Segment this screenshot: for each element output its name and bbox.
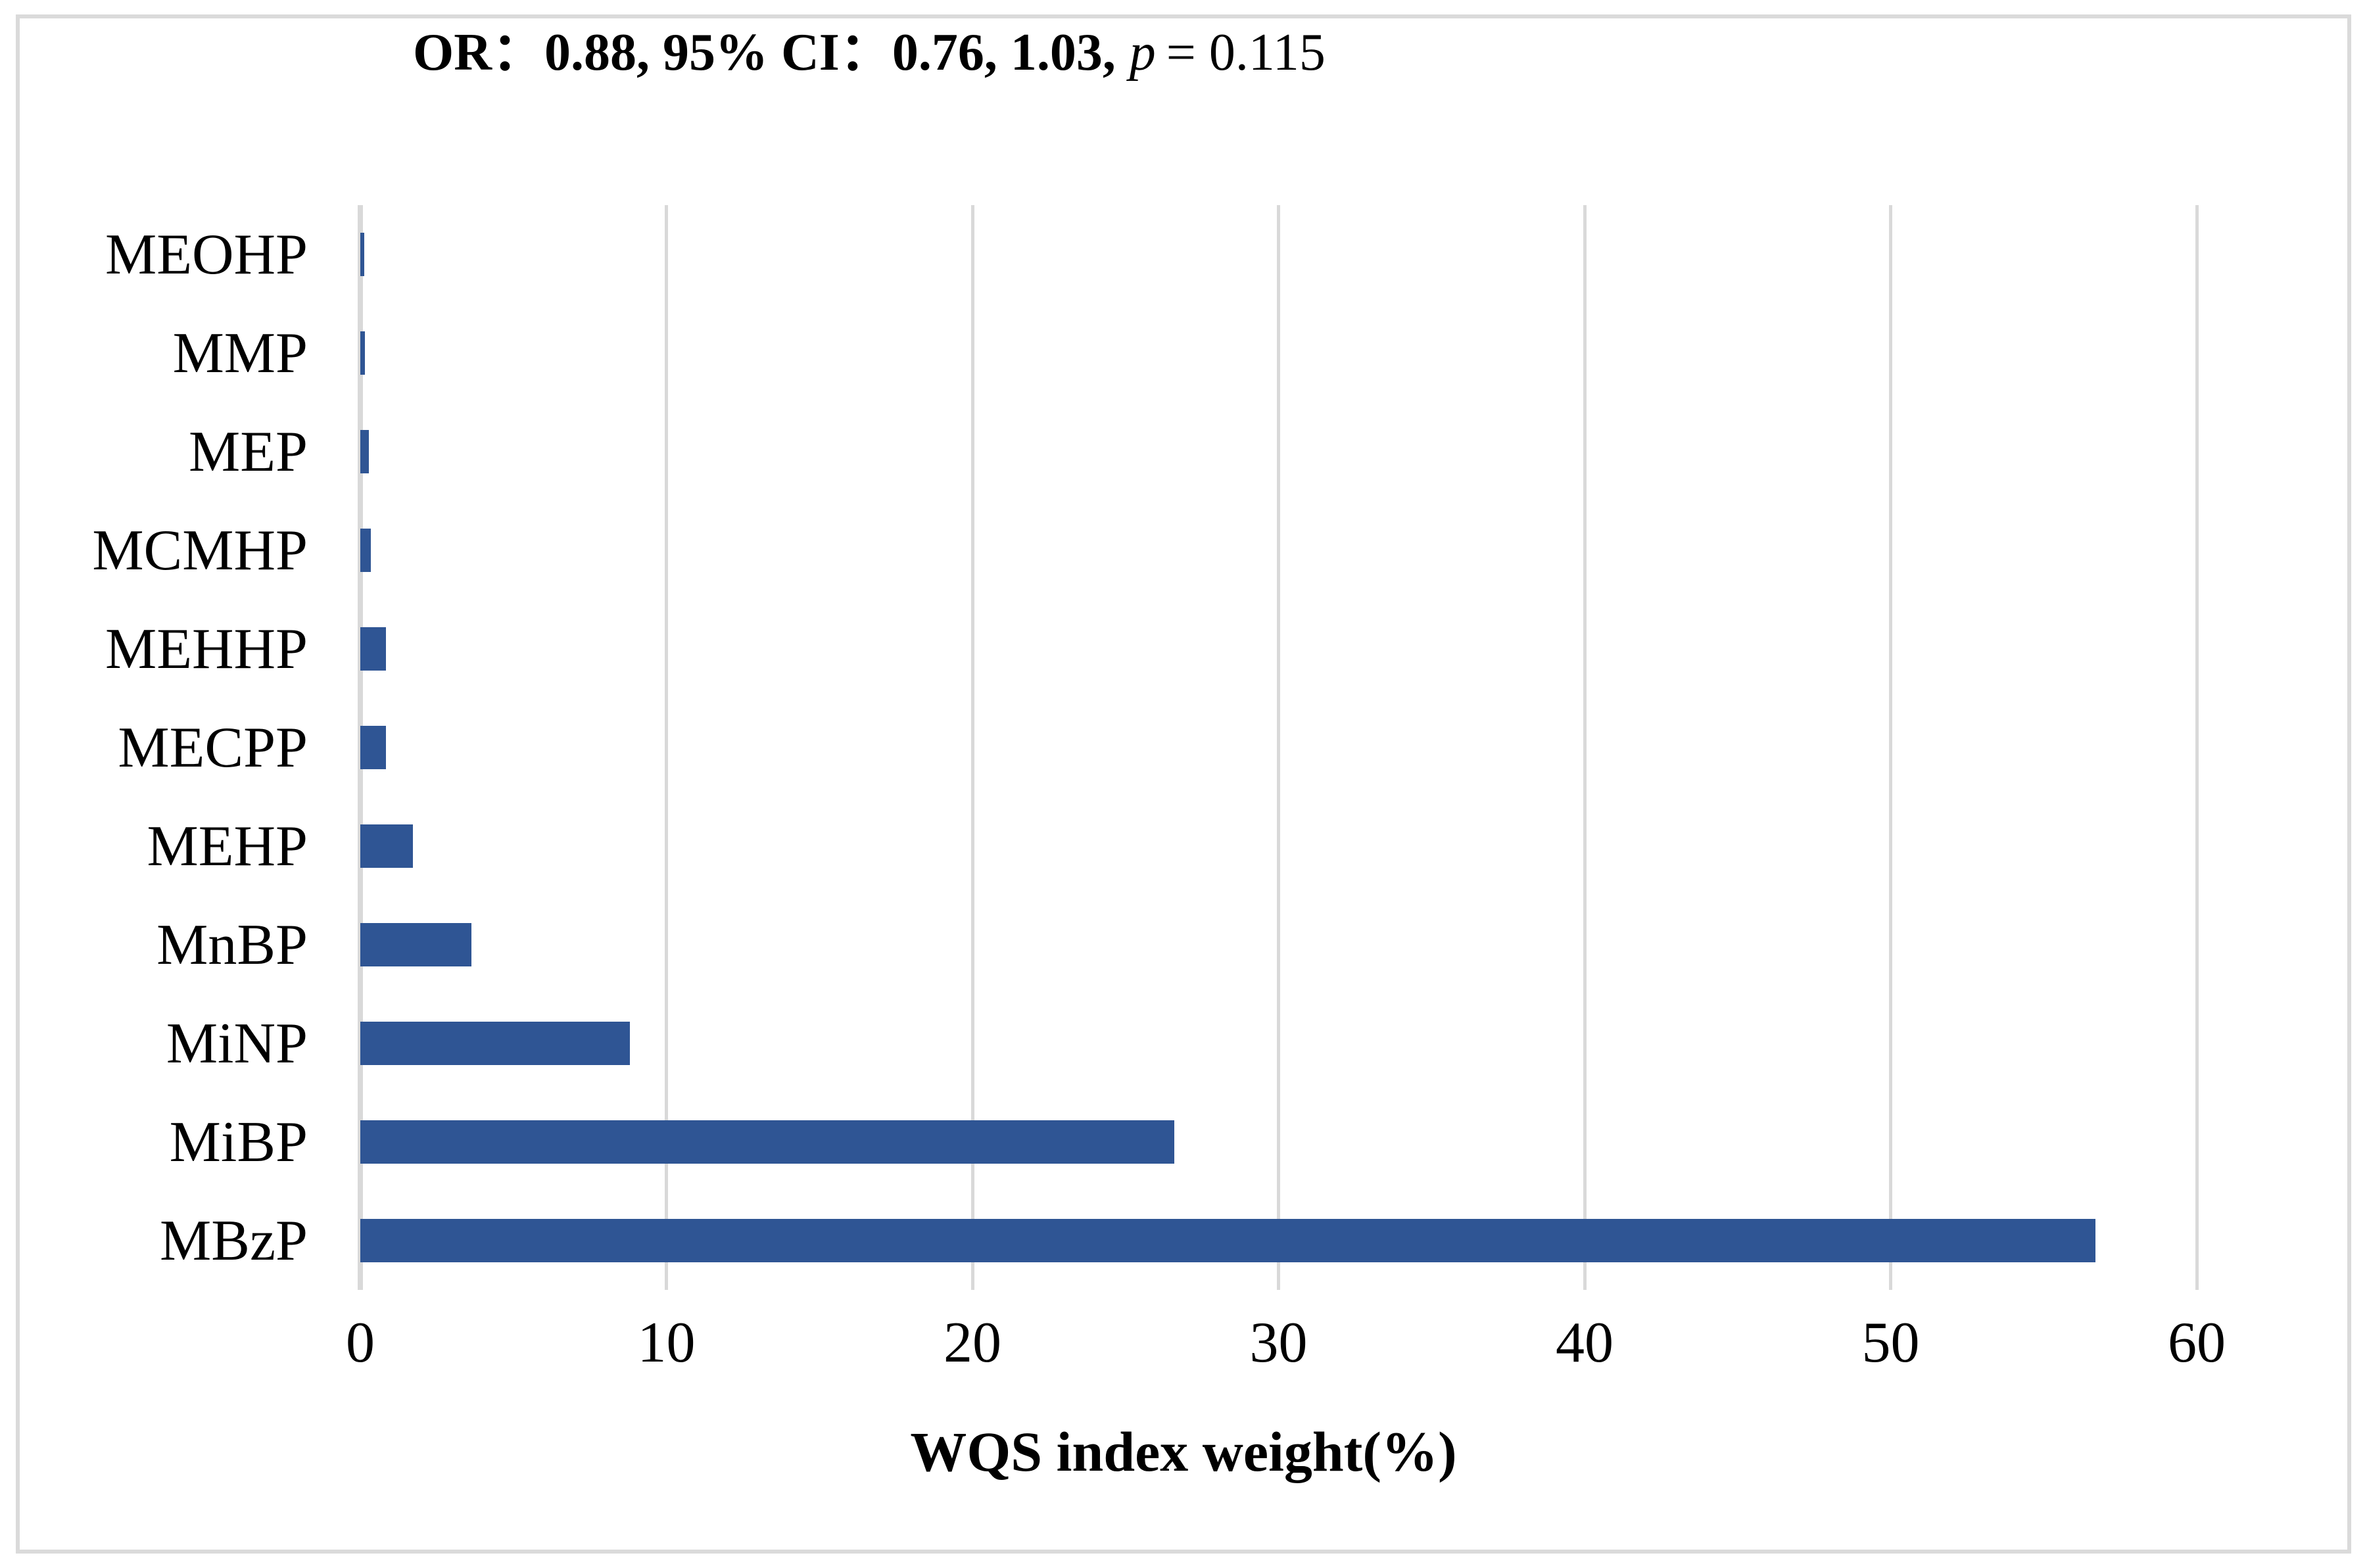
gridline-x-50 [1889, 205, 1892, 1290]
category-label-MiBP: MiBP [169, 1110, 308, 1174]
bar-MECPP [360, 726, 386, 769]
gridline-x-30 [1277, 205, 1280, 1290]
category-label-MEHHP: MEHHP [105, 617, 308, 681]
category-label-MBzP: MBzP [160, 1208, 308, 1273]
plot-area [358, 205, 2199, 1290]
gridline-x-10 [665, 205, 668, 1290]
gridline-x-60 [2195, 205, 2199, 1290]
figure-border [16, 14, 2351, 1554]
bar-MnBP [360, 923, 471, 966]
x-axis-title: WQS index weight(%) [910, 1420, 1457, 1483]
bar-MEOHP [360, 233, 365, 276]
x-tick-label-40: 40 [1556, 1311, 1614, 1375]
chart-title-p-symbol: p [1129, 24, 1156, 82]
category-axis-labels: MEOHP MMP MEP MCMHP MEHHP MECPP MEHP MnBP MiNP Mi… [0, 205, 308, 1290]
category-label-MEHP: MEHP [147, 814, 308, 878]
chart-title: OR：0.88, 95% CI：0.76, 1.03, p = 0.115 [413, 22, 1326, 83]
category-label-MECPP: MECPP [118, 715, 308, 780]
chart-title-p-value: = 0.115 [1166, 24, 1326, 82]
bar-MEHP [360, 824, 414, 868]
category-label-MEOHP: MEOHP [105, 222, 308, 287]
x-tick-label-10: 10 [637, 1311, 696, 1375]
chart-title-stats: OR：0.88, 95% CI：0.76, 1.03, [413, 24, 1116, 82]
bar-MEP [360, 430, 370, 473]
bar-MiNP [360, 1022, 630, 1065]
x-tick-label-0: 0 [346, 1311, 375, 1375]
category-label-MiNP: MiNP [166, 1011, 308, 1076]
x-tick-label-30: 30 [1249, 1311, 1308, 1375]
gridline-x-40 [1583, 205, 1587, 1290]
bar-MCMHP [360, 529, 371, 572]
gridline-x-20 [970, 205, 974, 1290]
bar-MMP [360, 331, 366, 375]
x-tick-label-20: 20 [944, 1311, 1001, 1375]
x-tick-label-50: 50 [1861, 1311, 1920, 1375]
category-label-MMP: MMP [172, 321, 308, 385]
category-label-MEP: MEP [189, 419, 308, 484]
x-tick-label-60: 60 [2168, 1311, 2226, 1375]
category-label-MCMHP: MCMHP [92, 518, 308, 582]
category-label-MnBP: MnBP [156, 913, 308, 977]
bar-MEHHP [360, 627, 387, 671]
bar-MBzP [360, 1219, 2096, 1262]
bar-MiBP [360, 1120, 1175, 1164]
